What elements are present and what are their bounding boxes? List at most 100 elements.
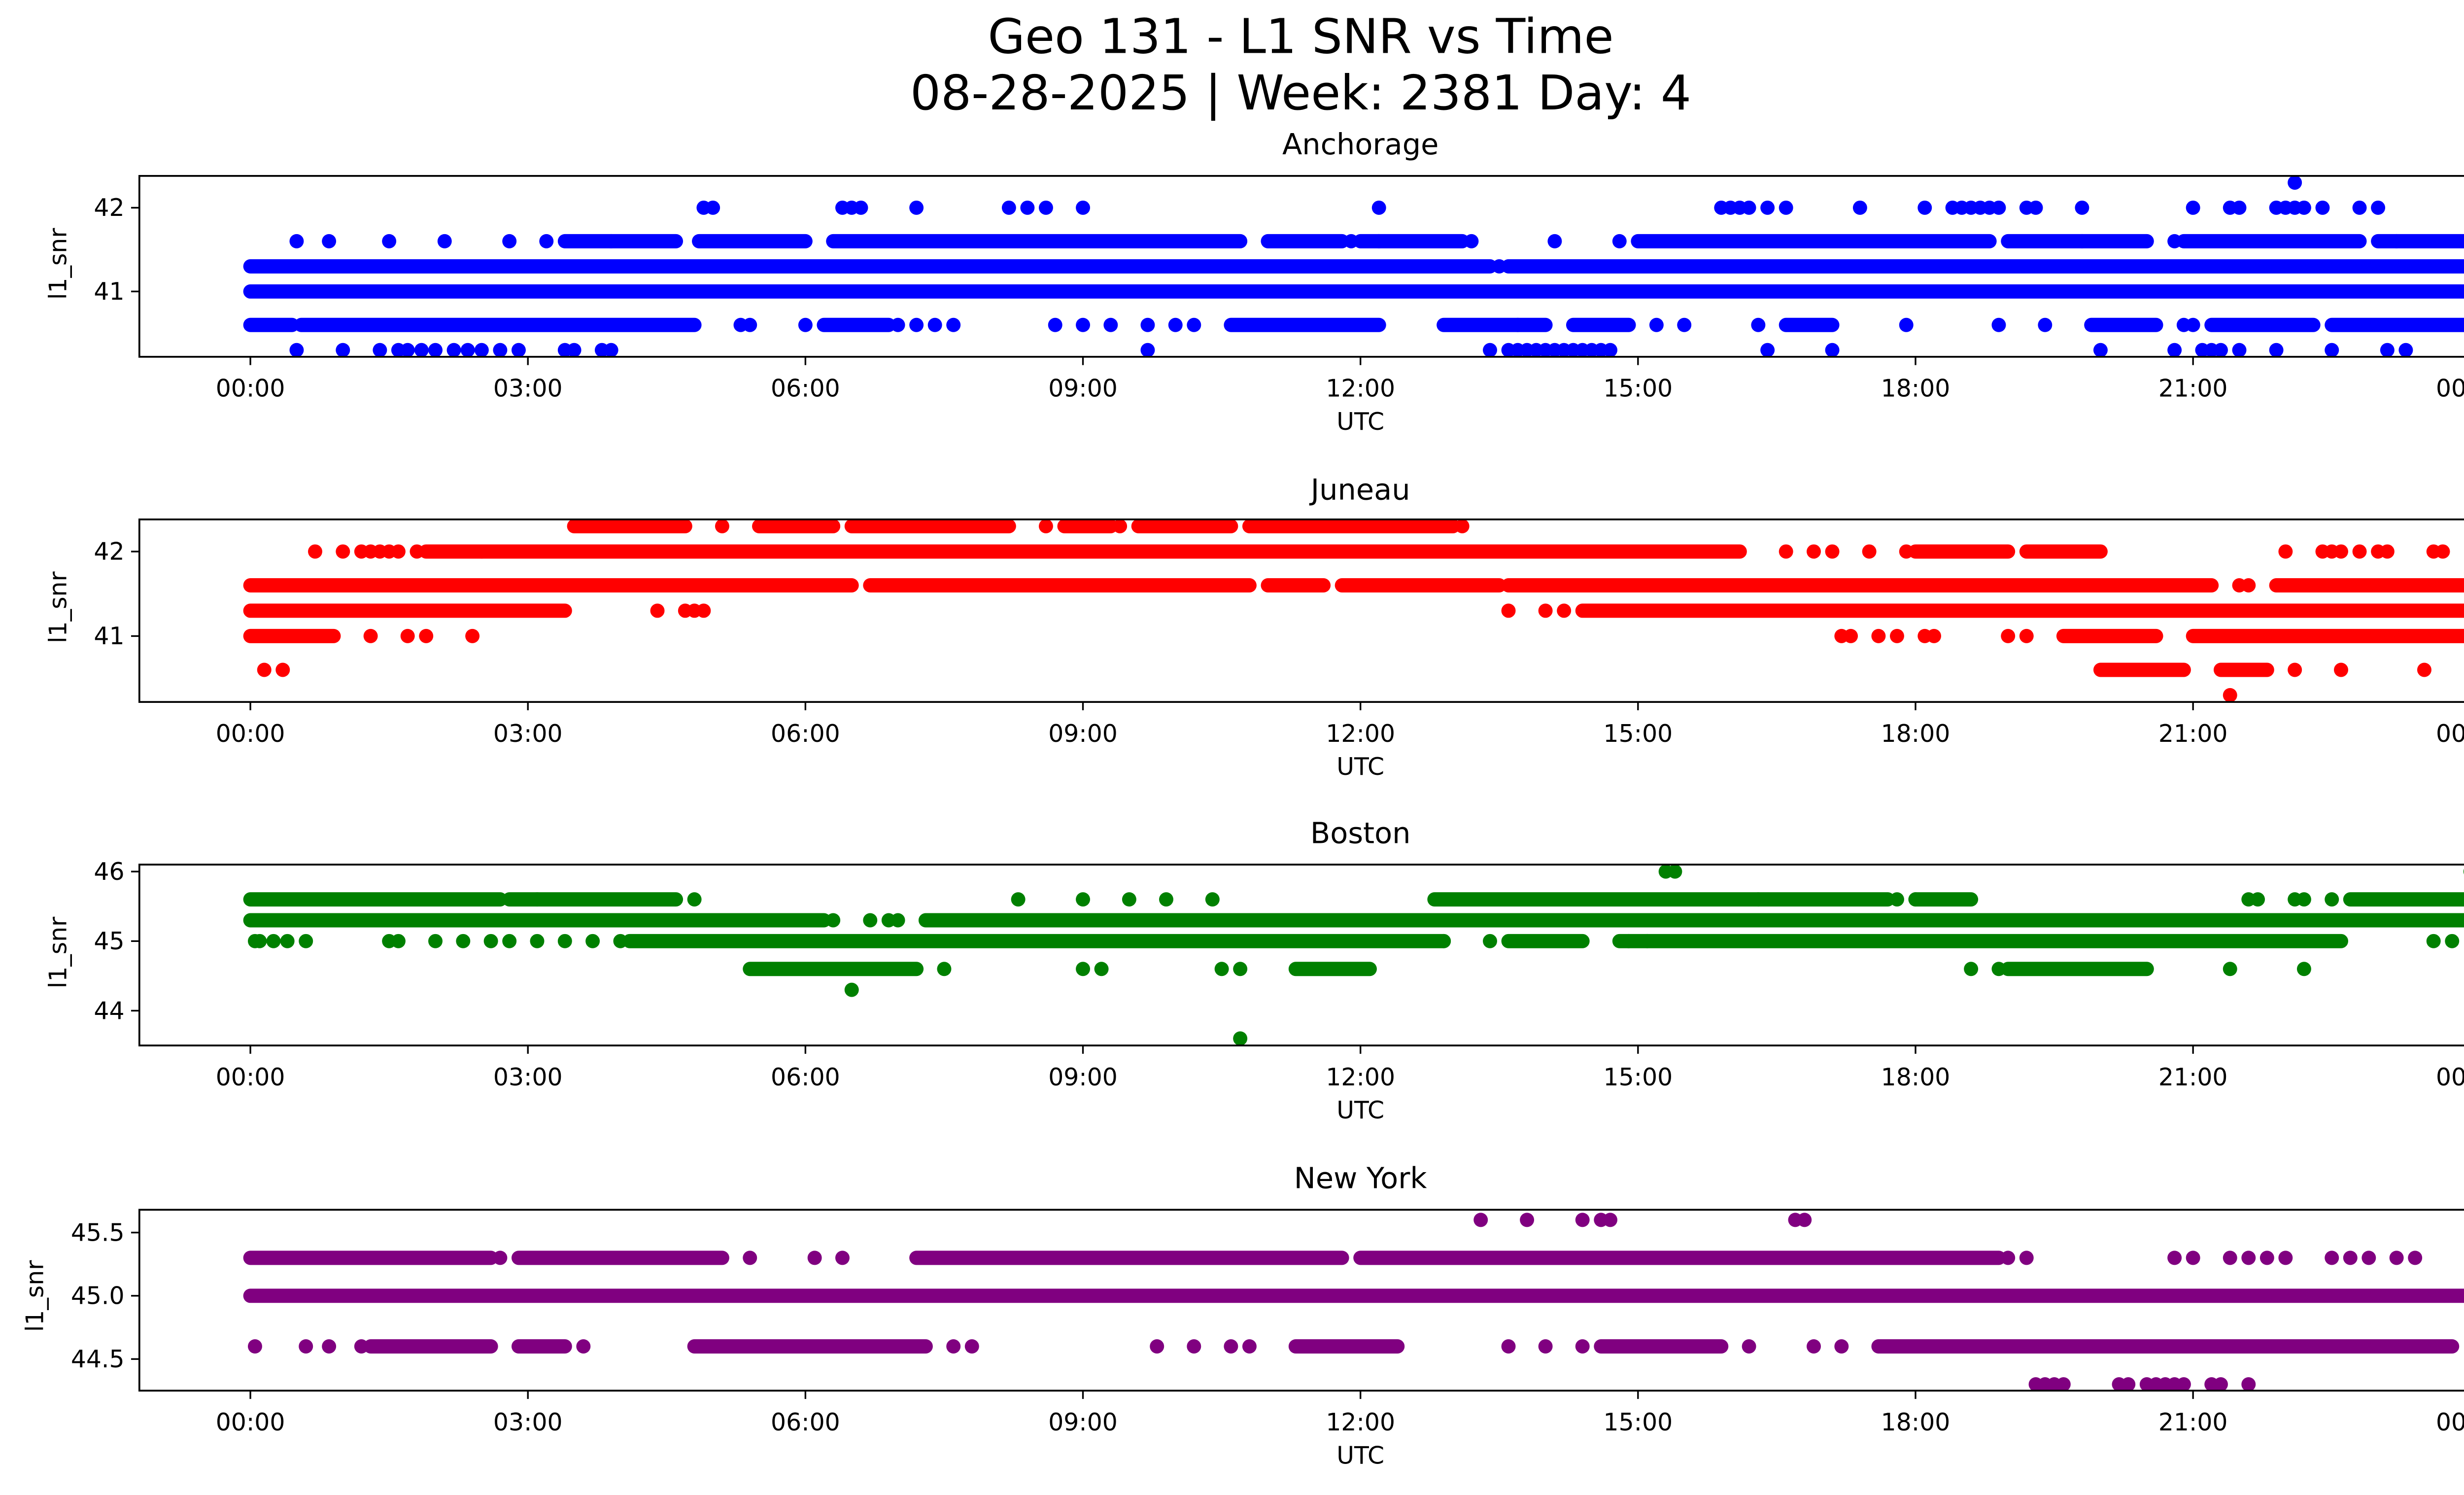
x-tick-label: 00:00 xyxy=(2436,1408,2464,1436)
data-point xyxy=(2334,544,2348,559)
data-point xyxy=(576,1339,591,1354)
data-point xyxy=(604,234,618,248)
data-point xyxy=(2038,317,2053,332)
data-point xyxy=(2251,892,2265,907)
data-point xyxy=(2223,962,2237,976)
data-point xyxy=(2278,544,2293,559)
y-tick-label: 45 xyxy=(94,927,124,955)
data-point xyxy=(1677,317,1692,332)
data-point xyxy=(1917,200,1932,215)
data-point xyxy=(2352,544,2367,559)
y-tick-label: 45.0 xyxy=(71,1282,125,1310)
x-tick-label: 03:00 xyxy=(493,1063,563,1091)
data-point xyxy=(1122,892,1136,907)
x-tick-label: 18:00 xyxy=(1881,1408,1951,1436)
data-point xyxy=(493,1251,508,1265)
data-point xyxy=(280,934,295,948)
data-point xyxy=(715,519,729,533)
data-point xyxy=(2075,234,2089,248)
data-point xyxy=(354,1339,369,1354)
data-point xyxy=(373,343,387,357)
data-point xyxy=(1825,544,1840,559)
data-point xyxy=(844,982,859,997)
subplot-2-marks: 00:00 03:00 06:00 09:00 12:00 15:00 18:00 21:00… xyxy=(94,858,2464,1091)
y-tick-label: 42 xyxy=(94,538,124,566)
data-point xyxy=(1889,628,1904,643)
data-point xyxy=(743,317,757,332)
data-point xyxy=(1779,544,1793,559)
x-tick-label: 00:00 xyxy=(216,720,285,748)
y-tick-label: 46 xyxy=(94,858,124,886)
x-axis-label: UTC xyxy=(1336,755,1385,782)
data-point xyxy=(1575,1339,1590,1354)
data-point xyxy=(2167,234,2182,248)
data-point xyxy=(2296,962,2311,976)
data-point xyxy=(946,1339,961,1354)
data-point xyxy=(2380,343,2395,357)
data-point xyxy=(419,628,434,643)
data-point xyxy=(483,934,498,948)
data-point xyxy=(1760,200,1775,215)
data-point xyxy=(1899,317,1914,332)
x-tick-label: 03:00 xyxy=(493,720,563,748)
x-tick-label: 21:00 xyxy=(2158,1408,2228,1436)
data-point xyxy=(2315,200,2330,215)
axes-frame xyxy=(138,518,2464,703)
data-point xyxy=(322,234,337,248)
data-point xyxy=(289,234,304,248)
data-point xyxy=(1094,962,1109,976)
data-point xyxy=(1214,962,1229,976)
data-point xyxy=(2223,1251,2237,1265)
data-point xyxy=(687,892,702,907)
data-point xyxy=(414,343,429,357)
x-tick-label: 15:00 xyxy=(1604,1408,1673,1436)
data-point xyxy=(1187,1339,1201,1354)
data-point xyxy=(456,934,471,948)
x-tick-label: 21:00 xyxy=(2158,375,2228,403)
data-point xyxy=(465,628,480,643)
data-point xyxy=(322,1339,337,1354)
data-point xyxy=(502,934,517,948)
data-point xyxy=(336,544,350,559)
data-point xyxy=(1964,962,1979,976)
data-point xyxy=(613,934,628,948)
data-point xyxy=(1140,343,1155,357)
x-tick-label: 00:00 xyxy=(216,1063,285,1091)
x-tick-label: 00:00 xyxy=(216,375,285,403)
data-point xyxy=(1076,892,1091,907)
data-point xyxy=(1852,200,1867,215)
x-tick-label: 12:00 xyxy=(1326,720,1395,748)
subplot-title: New York xyxy=(1294,1163,1427,1197)
data-point xyxy=(1371,200,1386,215)
data-point xyxy=(890,317,905,332)
x-tick-label: 06:00 xyxy=(771,1408,840,1436)
data-point xyxy=(428,343,443,357)
data-point xyxy=(400,343,415,357)
data-point xyxy=(1076,317,1091,332)
x-tick-label: 06:00 xyxy=(771,720,840,748)
data-point xyxy=(2352,200,2367,215)
data-point xyxy=(1603,1213,1618,1227)
data-point xyxy=(2241,578,2256,592)
data-point xyxy=(1649,317,1664,332)
data-point xyxy=(2019,1251,2034,1265)
data-point xyxy=(2325,1251,2339,1265)
data-point xyxy=(2186,200,2200,215)
data-point xyxy=(1492,259,1506,274)
data-point xyxy=(1889,892,1904,907)
data-point xyxy=(2176,1377,2191,1391)
x-tick-label: 09:00 xyxy=(1048,720,1118,748)
subplot-3-marks: 00:00 03:00 06:00 09:00 12:00 15:00 18:00 21:00… xyxy=(71,1209,2464,1436)
x-tick-label: 03:00 xyxy=(493,375,563,403)
data-point xyxy=(1547,234,1562,248)
y-tick-label: 44 xyxy=(94,997,124,1025)
x-tick-label: 15:00 xyxy=(1604,1063,1673,1091)
data-point xyxy=(2001,1251,2016,1265)
data-point xyxy=(1233,962,1248,976)
data-point xyxy=(2389,234,2404,248)
data-point xyxy=(1344,234,1359,248)
data-point xyxy=(1510,317,1525,332)
data-point xyxy=(391,544,406,559)
data-point xyxy=(266,934,281,948)
